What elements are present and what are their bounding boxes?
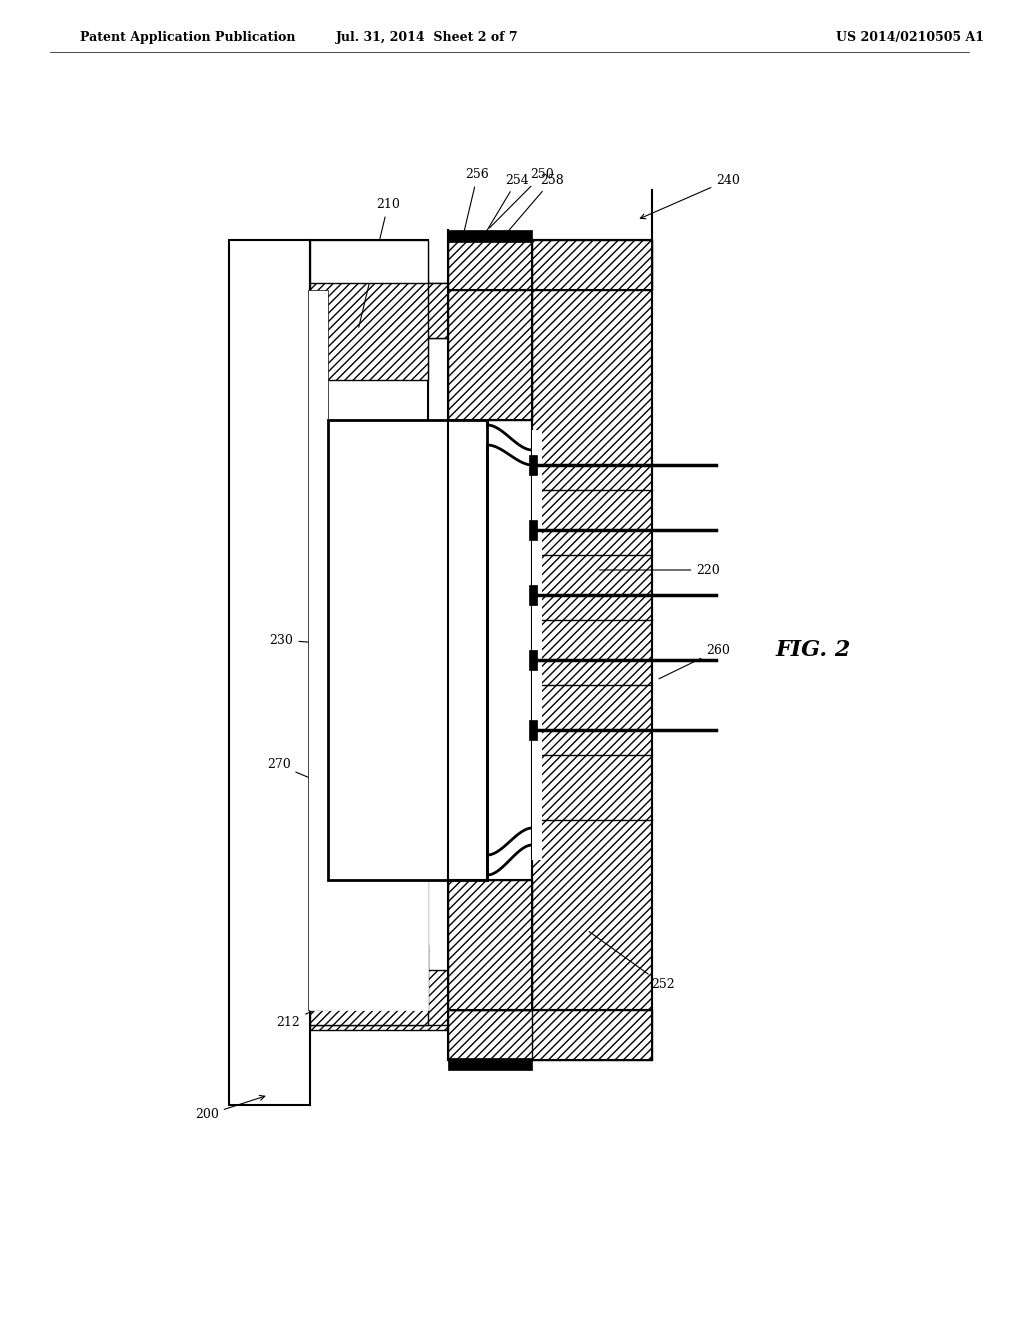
Text: 258: 258 (504, 173, 564, 236)
Text: 250: 250 (489, 169, 554, 228)
Bar (529, 520, 538, 540)
Text: 200: 200 (195, 1096, 265, 1122)
Text: 254: 254 (484, 173, 529, 235)
Bar (310, 420, 532, 870)
Text: 270: 270 (266, 759, 360, 799)
Bar (228, 240, 310, 1105)
Bar (310, 294, 428, 1010)
Bar (447, 240, 532, 290)
Bar (310, 945, 428, 1026)
Bar (329, 420, 487, 880)
Text: 256: 256 (463, 169, 489, 235)
Bar (310, 970, 507, 1026)
Text: 252: 252 (589, 932, 675, 991)
Bar (308, 290, 329, 1010)
Bar (447, 290, 532, 420)
Text: US 2014/0210505 A1: US 2014/0210505 A1 (836, 30, 984, 44)
Bar (310, 975, 458, 1030)
Bar (529, 719, 538, 741)
Bar (447, 1010, 532, 1060)
Bar (447, 1059, 532, 1071)
Text: 240: 240 (640, 173, 740, 219)
Bar (310, 282, 507, 338)
Bar (447, 230, 532, 242)
Bar (507, 1010, 651, 1060)
Bar (532, 430, 542, 861)
Bar (529, 585, 538, 605)
Text: FIG. 2: FIG. 2 (776, 639, 851, 661)
Bar (447, 880, 532, 1010)
Bar (529, 649, 538, 671)
Bar (532, 240, 651, 1010)
Bar (310, 282, 458, 338)
Text: 260: 260 (659, 644, 730, 678)
Bar (529, 455, 538, 475)
Bar (310, 280, 428, 380)
Bar (310, 240, 428, 1010)
Bar (310, 865, 428, 1010)
Text: Patent Application Publication: Patent Application Publication (80, 30, 295, 44)
Text: Jul. 31, 2014  Sheet 2 of 7: Jul. 31, 2014 Sheet 2 of 7 (337, 30, 519, 44)
Text: 212: 212 (276, 991, 355, 1028)
Bar (507, 240, 651, 290)
Text: 230: 230 (269, 634, 406, 649)
Text: 210: 210 (358, 198, 400, 327)
Bar (310, 240, 428, 282)
Text: 220: 220 (600, 564, 720, 577)
